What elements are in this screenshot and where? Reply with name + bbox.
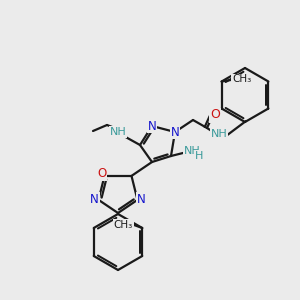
Text: NH: NH <box>211 129 227 139</box>
Text: N: N <box>148 119 156 133</box>
Text: NH: NH <box>110 127 126 137</box>
Text: CH₃: CH₃ <box>232 74 251 85</box>
Text: N: N <box>171 125 179 139</box>
Text: O: O <box>97 167 106 180</box>
Text: NH: NH <box>184 146 200 156</box>
Text: H: H <box>195 151 203 161</box>
Text: O: O <box>210 109 220 122</box>
Text: N: N <box>137 194 146 206</box>
Text: CH₃: CH₃ <box>114 220 133 230</box>
Text: N: N <box>90 194 99 206</box>
